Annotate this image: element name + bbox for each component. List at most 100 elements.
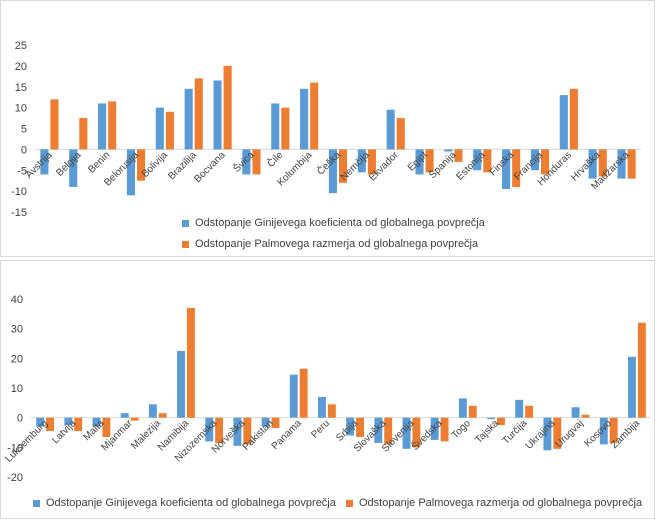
bar-gini bbox=[346, 417, 355, 436]
legend-label-gini: Odstopanje Ginijevega koeficienta od glo… bbox=[46, 497, 336, 509]
y-tick-label: 10 bbox=[15, 103, 27, 115]
bar-gini bbox=[530, 149, 539, 171]
bar-gini bbox=[205, 417, 214, 442]
y-tick-label: 15 bbox=[15, 82, 27, 94]
bar-gini bbox=[374, 417, 383, 443]
y-tick-label: 40 bbox=[11, 294, 23, 306]
legend-swatch-palma bbox=[346, 499, 353, 507]
bar-palma bbox=[137, 149, 146, 181]
bar-gini bbox=[386, 109, 395, 150]
x-category-label: Avstrija bbox=[24, 149, 55, 180]
bar-palma bbox=[512, 149, 521, 187]
bar-gini bbox=[588, 149, 597, 179]
x-category-label: Togo bbox=[450, 418, 473, 441]
bar-palma bbox=[165, 111, 174, 150]
bar-gini bbox=[36, 417, 45, 427]
y-tick-label: 0 bbox=[17, 413, 23, 425]
bar-palma bbox=[243, 417, 252, 445]
chart-panel-top: -15 -10 -5 0 5 10 15 20 25 Avstrija Belgija Benin Be… bbox=[0, 0, 655, 257]
y-tick-label: 30 bbox=[11, 324, 23, 336]
bar-palma bbox=[271, 417, 280, 429]
bar-gini bbox=[261, 417, 270, 427]
x-category-label: Ukrajina bbox=[524, 418, 558, 452]
bar-palma bbox=[102, 417, 111, 437]
bar-palma bbox=[194, 78, 203, 150]
legend-swatch-gini bbox=[33, 499, 40, 507]
bar-palma bbox=[252, 149, 261, 175]
x-category-label: Češka bbox=[314, 148, 344, 178]
bar-palma bbox=[396, 118, 405, 150]
bar-gini bbox=[402, 417, 411, 449]
bar-palma bbox=[454, 149, 463, 162]
bar-gini bbox=[300, 88, 309, 150]
bar-palma bbox=[581, 414, 590, 418]
bar-gini bbox=[271, 103, 280, 150]
bar-palma bbox=[468, 405, 477, 418]
y-tick-label: 25 bbox=[15, 40, 27, 52]
y-tick-label: -20 bbox=[7, 472, 23, 484]
bar-gini bbox=[515, 399, 524, 418]
bar-gini bbox=[233, 417, 242, 446]
bar-gini bbox=[40, 149, 49, 175]
chart-panel-bottom: -20 -10 0 10 20 30 40 Luksemburg Latvija Malta Mja… bbox=[0, 260, 655, 519]
bar-palma bbox=[609, 417, 618, 443]
bar-gini bbox=[177, 350, 185, 418]
legend-label-palma: Odstopanje Palmovega razmerja od globaln… bbox=[195, 238, 479, 250]
bar-gini bbox=[444, 149, 453, 152]
bar-gini bbox=[473, 149, 482, 171]
bar-palma bbox=[367, 149, 376, 175]
bar-gini bbox=[430, 417, 439, 440]
bar-palma bbox=[215, 417, 224, 443]
legend-bottom-palma: Odstopanje Palmovega razmerja od globaln… bbox=[346, 497, 642, 509]
bar-gini bbox=[98, 103, 107, 150]
bar-gini bbox=[458, 398, 467, 418]
bar-gini bbox=[559, 95, 568, 150]
bar-palma bbox=[74, 417, 83, 432]
bar-gini bbox=[289, 374, 298, 418]
bar-gini bbox=[242, 149, 251, 175]
bar-gini bbox=[571, 407, 580, 418]
bar-palma bbox=[187, 307, 195, 418]
bar-gini bbox=[120, 413, 129, 418]
bar-palma bbox=[79, 118, 88, 150]
x-category-label: Belgija bbox=[54, 149, 83, 178]
y-tick-label: -15 bbox=[11, 207, 27, 219]
bar-gini bbox=[213, 80, 222, 150]
bar-palma bbox=[299, 368, 308, 418]
y-tick-label: 20 bbox=[11, 353, 23, 365]
bar-palma bbox=[637, 322, 646, 418]
bar-palma bbox=[440, 417, 449, 442]
bar-palma bbox=[46, 417, 54, 432]
x-category-label: Tajska bbox=[473, 418, 501, 446]
bar-gini bbox=[69, 149, 78, 187]
bar-gini bbox=[599, 417, 608, 445]
x-category-label: Peru bbox=[309, 418, 332, 441]
bar-palma bbox=[223, 65, 232, 150]
legend-bottom-gini: Odstopanje Ginijevega koeficienta od glo… bbox=[33, 497, 336, 509]
x-category-label: Čile bbox=[264, 148, 286, 170]
bar-gini bbox=[155, 107, 164, 150]
y-tick-label: 5 bbox=[21, 124, 27, 136]
y-tick-label: 0 bbox=[21, 144, 27, 156]
bar-palma bbox=[541, 149, 550, 175]
bar-gini bbox=[617, 149, 626, 179]
bar-palma bbox=[553, 417, 562, 449]
bar-palma bbox=[356, 417, 364, 437]
legend-label-gini: Odstopanje Ginijevega koeficienta od glo… bbox=[195, 217, 485, 229]
bar-gini bbox=[487, 417, 495, 420]
bar-palma bbox=[130, 417, 139, 421]
bar-gini bbox=[318, 396, 326, 418]
bar-gini bbox=[92, 417, 101, 427]
y-tick-label: 20 bbox=[15, 61, 27, 73]
bar-palma bbox=[339, 149, 348, 183]
bar-palma bbox=[327, 404, 336, 418]
legend-swatch-palma bbox=[182, 240, 189, 248]
y-tick-label: 10 bbox=[11, 383, 23, 395]
bar-palma bbox=[598, 149, 607, 177]
bar-gini bbox=[357, 149, 366, 173]
bar-palma bbox=[425, 149, 434, 173]
bar-gini bbox=[628, 356, 636, 418]
bar-palma bbox=[50, 99, 59, 150]
